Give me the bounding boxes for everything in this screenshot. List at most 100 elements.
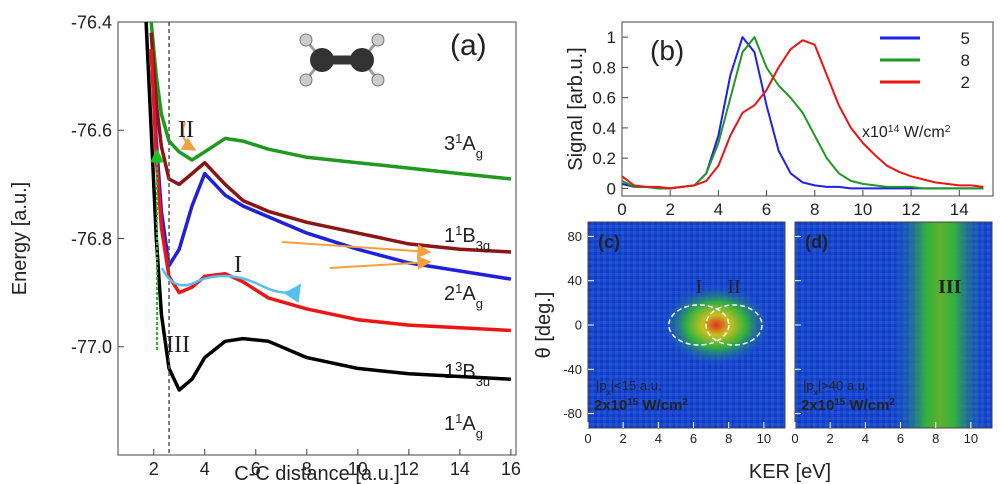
cut-label-part: |<15 a.u. — [611, 378, 662, 393]
x-tick-label: 2 — [827, 431, 834, 446]
panel-label: (d) — [805, 232, 828, 252]
legend-note-part: x10 — [862, 124, 888, 141]
annotation: I — [234, 252, 242, 278]
x-tick-label: 14 — [950, 200, 969, 219]
curve-label-part: 3g — [476, 238, 490, 253]
panel-label: (c) — [598, 232, 620, 252]
curve-label: 21Ag — [444, 281, 483, 311]
curve-label: 13B3u — [444, 359, 490, 389]
y-tick-label: 0.2 — [592, 149, 616, 168]
y-tick-label: 80 — [568, 229, 582, 244]
y-tick-label: -80 — [563, 406, 582, 421]
legend-label: 2 — [961, 73, 970, 92]
y-tick-label: -76.6 — [71, 121, 112, 141]
cut-label-part: |p — [803, 378, 814, 393]
y-tick-label: 0 — [607, 179, 616, 198]
molecule-icon — [300, 34, 384, 86]
series-line — [146, 22, 511, 390]
curve-label: 31Ag — [444, 131, 483, 161]
x-tick-label: 0 — [584, 431, 591, 446]
y-tick-label: -76.4 — [71, 12, 112, 32]
intensity-label-part: W/cm — [845, 397, 889, 414]
curve-label-part: 3 — [455, 359, 462, 374]
annotation: I — [695, 276, 702, 298]
curve-label-part: 1 — [444, 413, 455, 435]
curve-label-part: 1 — [455, 281, 462, 296]
cut-label-part: |p — [596, 378, 607, 393]
intensity-label-part: 15 — [627, 397, 638, 408]
annotation: III — [938, 276, 962, 298]
legend-label: 5 — [961, 29, 970, 48]
y-tick-label: 0.6 — [592, 89, 616, 108]
y-tick-label: 1 — [607, 28, 616, 47]
intensity-label: 2x1015 W/cm2 — [594, 397, 688, 415]
legend-note-part: W/cm — [899, 124, 944, 141]
annotation: II — [727, 276, 740, 298]
x-tick-label: 4 — [655, 431, 662, 446]
curve-label-part: g — [476, 146, 483, 161]
y-axis-label: Energy [a.u.] — [9, 182, 31, 295]
x-axis-label: KER [eV] — [749, 461, 831, 483]
x-tick-label: 4 — [862, 431, 869, 446]
x-tick-label: 14 — [450, 459, 470, 479]
x-tick-label: 8 — [725, 431, 732, 446]
heatmap-blob — [661, 284, 771, 366]
curve-label-part: g — [476, 426, 483, 441]
y-axis-label: Signal [arb.u.] — [565, 47, 587, 170]
legend-note-part: 14 — [888, 124, 900, 135]
x-tick-label: 10 — [964, 431, 978, 446]
curve-label-part: 1 — [444, 225, 455, 247]
y-tick-label: 40 — [568, 273, 582, 288]
curve-label-part: g — [476, 296, 483, 311]
x-tick-label: 2 — [149, 459, 159, 479]
annotation: II — [178, 117, 194, 143]
curve-label-part: A — [462, 283, 476, 305]
x-tick-label: 12 — [399, 459, 419, 479]
x-tick-label: 4 — [714, 200, 723, 219]
x-axis-label: C-C distance [a.u.] — [234, 463, 400, 484]
x-tick-label: 6 — [897, 431, 904, 446]
curve-label-part: 1 — [455, 411, 462, 426]
heatmap-band — [892, 222, 989, 428]
y-tick-label: 0 — [575, 318, 582, 333]
y-tick-label: 0.4 — [592, 119, 616, 138]
x-tick-label: 2 — [665, 200, 674, 219]
cut-label-part: |>40 a.u. — [818, 378, 869, 393]
panel-label: (a) — [450, 29, 487, 62]
x-tick-label: 16 — [501, 459, 521, 479]
x-tick-label: 10 — [757, 431, 771, 446]
curve-label-part: 1 — [455, 131, 462, 146]
x-tick-label: 8 — [810, 200, 819, 219]
intensity-label-part: 2 — [889, 397, 895, 408]
intensity-label-part: 2x10 — [801, 397, 834, 414]
curve-label: 11Ag — [444, 411, 483, 441]
y-tick-label: -76.8 — [71, 229, 112, 249]
intensity-label-part: 15 — [834, 397, 845, 408]
y-axis-label: θ [deg.] — [533, 292, 555, 359]
x-tick-label: 10 — [853, 200, 872, 219]
curve-label-part: 3 — [444, 133, 455, 155]
intensity-label-part: W/cm — [638, 397, 682, 414]
annotation: III — [166, 332, 190, 358]
curve-label-part: A — [462, 133, 476, 155]
legend-note: x1014 W/cm2 — [862, 124, 951, 142]
arrow-i — [162, 268, 300, 293]
y-tick-label: -77.0 — [71, 337, 112, 357]
panel-label: (b) — [650, 35, 684, 66]
intensity-label-part: 2 — [682, 397, 688, 408]
x-tick-label: 0 — [791, 431, 798, 446]
legend-note-part: 2 — [945, 124, 951, 135]
intensity-label: 2x1015 W/cm2 — [801, 397, 895, 415]
x-tick-label: 4 — [200, 459, 210, 479]
curve-label-part: 2 — [444, 283, 455, 305]
y-tick-label: -40 — [563, 362, 582, 377]
intensity-label-part: 2x10 — [594, 397, 627, 414]
curve-label-part: 1 — [444, 361, 455, 383]
x-tick-label: 0 — [617, 200, 626, 219]
curve-label-part: B — [462, 361, 475, 383]
x-tick-label: 6 — [762, 200, 771, 219]
x-tick-label: 6 — [690, 431, 697, 446]
legend-label: 8 — [961, 51, 970, 70]
x-tick-label: 2 — [620, 431, 627, 446]
figure: 246810121416-76.4-76.6-76.8-77.0C-C dist… — [0, 0, 1002, 484]
